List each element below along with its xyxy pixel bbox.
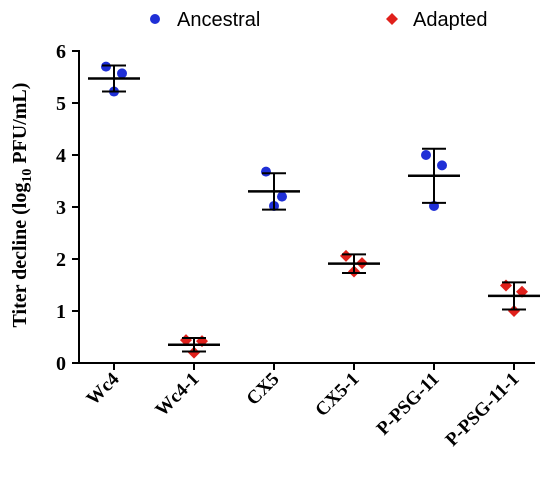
x-tick-label: P-PSG-11-1	[442, 369, 524, 451]
data-point	[500, 279, 512, 292]
data-point	[117, 68, 127, 79]
data-point	[188, 346, 200, 359]
group-cx5-1	[328, 249, 380, 278]
x-tick-label: Wc4	[83, 368, 124, 409]
group-wc4	[88, 61, 140, 97]
x-ticks: Wc4 Wc4-1 CX5 CX5-1 P-PSG-11P-PSG-11-1	[83, 363, 524, 451]
data-point	[261, 166, 271, 177]
y-tick-label: 6	[56, 41, 66, 63]
y-ticks: 0 1 2 3 4 5 6	[56, 41, 79, 375]
data-point	[340, 249, 352, 262]
y-axis-title-subscript: 10	[20, 169, 35, 183]
y-tick-label: 4	[56, 145, 66, 167]
plot-area	[88, 61, 540, 359]
group-wc4-1	[168, 334, 220, 359]
data-point	[101, 61, 111, 72]
axes	[78, 50, 535, 364]
y-tick-label: 5	[56, 93, 66, 115]
y-tick-label: 0	[56, 353, 66, 375]
group-cx5	[248, 166, 300, 211]
x-tick-label: P-PSG-11	[373, 369, 444, 440]
y-tick-label: 2	[56, 249, 66, 271]
x-tick-label: CX5-1	[311, 369, 363, 421]
legend-marker-adapted	[386, 13, 398, 25]
y-axis-title-suffix: PFU/mL)	[9, 83, 31, 169]
group-p-psg-11	[408, 147, 460, 211]
y-tick-label: 1	[56, 301, 66, 323]
data-point	[277, 191, 287, 202]
legend-label-ancestral: Ancestral	[177, 9, 260, 31]
data-point	[508, 305, 520, 317]
data-point	[421, 150, 431, 160]
legend-label-adapted: Adapted	[413, 9, 488, 31]
x-tick-label: Wc4-1	[151, 369, 203, 421]
legend-marker-ancestral	[150, 14, 160, 24]
x-tick-label: CX5	[243, 369, 284, 410]
y-tick-label: 3	[56, 197, 66, 219]
group-p-psg-11-1	[488, 279, 540, 317]
data-point	[437, 160, 447, 171]
y-axis-title-prefix: Titer decline (log	[9, 183, 31, 328]
y-axis-title: Titer decline (log10 PFU/mL)	[9, 83, 35, 328]
legend: Ancestral Adapted	[150, 9, 488, 31]
